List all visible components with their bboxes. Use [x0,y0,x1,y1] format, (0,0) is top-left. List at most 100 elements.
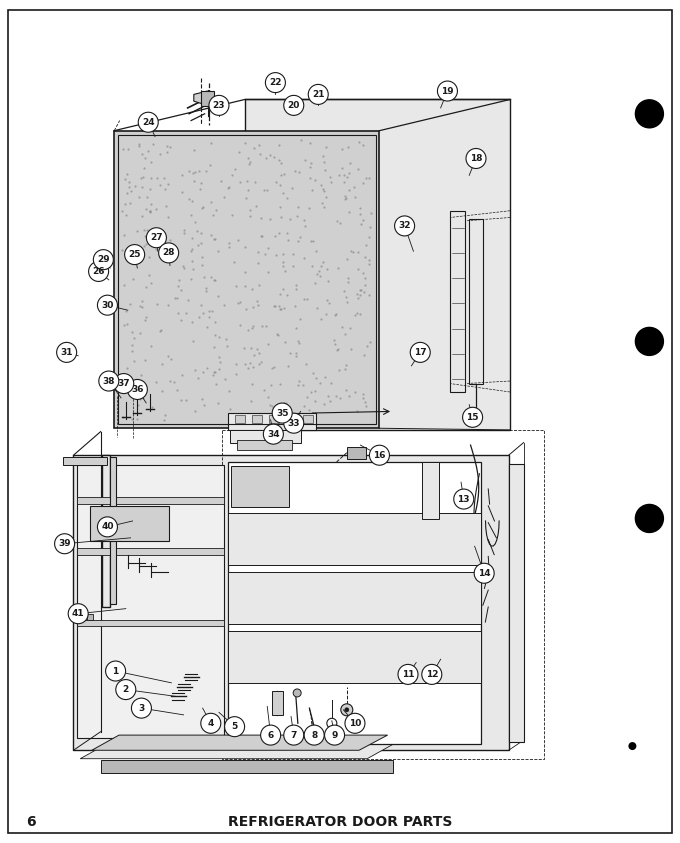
Point [339,362,350,376]
Point [349,385,360,399]
Text: 2: 2 [122,685,129,694]
Point [295,134,306,148]
Point [141,223,152,236]
Point [199,399,209,412]
Point [187,166,198,180]
Bar [201,91,214,106]
Point [219,191,230,204]
Point [161,145,172,158]
Point [333,363,344,377]
Text: REFRIGERATOR DOOR PARTS: REFRIGERATOR DOOR PARTS [228,815,452,829]
Text: 41: 41 [72,609,84,618]
Point [250,199,261,212]
Point [316,196,327,210]
Point [309,394,320,407]
Point [186,195,197,208]
Point [364,288,375,302]
Text: 8: 8 [311,731,318,739]
Point [340,358,351,372]
Point [281,395,292,409]
Point [356,217,367,230]
Point [159,182,170,196]
Bar [228,513,481,565]
Point [189,405,200,418]
Point [337,142,347,155]
Point [143,250,154,263]
Point [364,258,375,271]
Point [325,395,336,408]
Bar [509,464,524,742]
Point [259,384,270,397]
Circle shape [304,725,324,745]
Point [271,409,282,422]
Point [332,215,343,228]
Point [365,206,376,219]
Point [135,368,146,381]
Point [122,168,133,181]
Point [321,293,332,306]
Point [209,315,220,329]
Point [120,384,131,398]
Point [181,306,192,319]
Bar [228,631,481,683]
Bar [110,457,116,604]
Point [243,183,254,196]
Point [170,291,181,304]
Point [224,384,235,397]
Point [190,165,201,179]
Point [151,243,162,256]
Point [146,340,156,353]
Point [250,175,260,189]
Point [269,230,280,244]
Text: 33: 33 [288,419,300,427]
Point [235,175,245,189]
Point [231,280,242,293]
Point [341,170,352,184]
Point [126,185,137,198]
Point [135,386,146,400]
Circle shape [68,604,88,624]
Point [337,162,347,175]
Circle shape [635,99,664,128]
Point [124,196,135,210]
Point [214,356,225,369]
Bar [222,430,544,759]
Point [158,171,169,185]
Point [320,370,330,384]
Circle shape [284,95,304,115]
Point [166,352,177,366]
Point [186,243,197,256]
Point [335,391,345,405]
Text: 28: 28 [163,249,175,257]
Point [122,317,133,330]
Point [155,178,166,191]
Point [162,349,173,362]
Circle shape [88,261,109,282]
Point [133,398,144,411]
Point [328,333,339,346]
Point [195,227,206,240]
Point [282,191,292,205]
Point [330,308,341,321]
Point [314,269,325,282]
Circle shape [209,95,229,115]
Point [143,268,154,282]
Point [172,292,183,305]
Text: 30: 30 [101,301,114,309]
Point [124,180,135,193]
Point [318,182,328,196]
Point [133,139,144,153]
Point [275,303,286,316]
Point [163,178,173,191]
Point [246,341,257,355]
Point [121,304,132,318]
Text: 37: 37 [118,379,130,388]
Bar [512,472,520,742]
Point [245,395,256,408]
Point [231,357,241,370]
Point [252,244,263,258]
Point [343,389,354,402]
Point [262,389,273,403]
Text: 26: 26 [92,267,105,276]
Point [158,413,169,427]
